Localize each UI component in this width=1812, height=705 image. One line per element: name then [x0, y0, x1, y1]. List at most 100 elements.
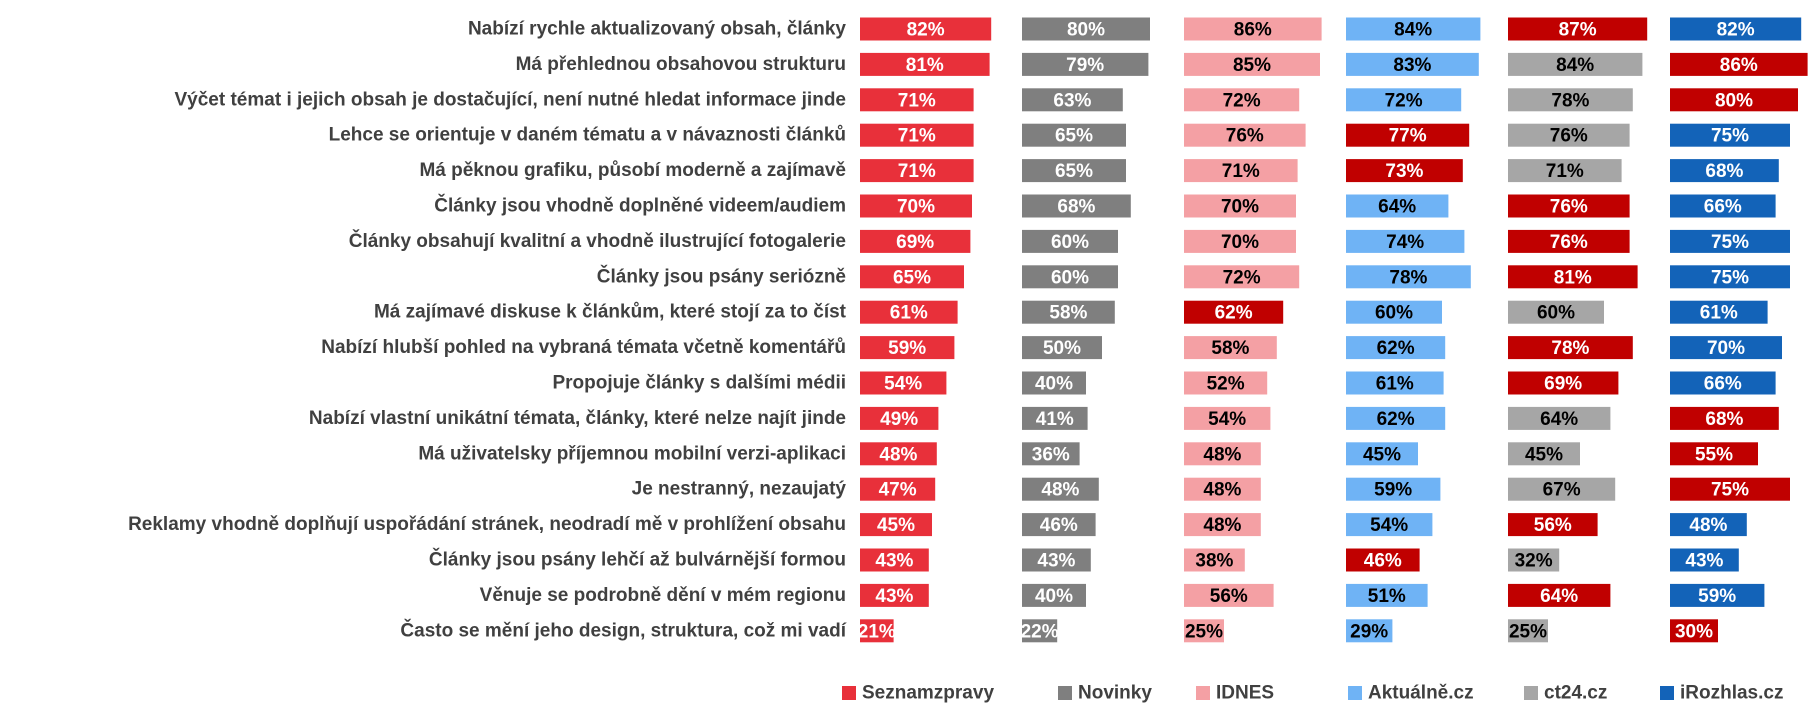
bar — [1670, 88, 1798, 112]
value-label: 75% — [1711, 480, 1749, 501]
bar — [1184, 123, 1306, 147]
bar — [860, 336, 955, 360]
value-label: 65% — [1055, 126, 1093, 147]
category-label: Má pěknou grafiku, působí moderně a zají… — [419, 160, 846, 181]
value-label: 75% — [1711, 232, 1749, 253]
category-label: Má uživatelsky příjemnou mobilní verzi-a… — [418, 443, 846, 464]
bar — [1184, 371, 1268, 395]
category-label: Má přehlednou obsahovou strukturu — [516, 54, 846, 75]
value-label: 54% — [1370, 515, 1408, 536]
bar — [1508, 513, 1598, 537]
value-label: 61% — [1376, 374, 1414, 395]
bar — [860, 477, 936, 501]
value-label: 86% — [1720, 55, 1758, 76]
legend-label: Novinky — [1078, 683, 1152, 704]
value-label: 58% — [1211, 338, 1249, 359]
bar — [860, 194, 972, 218]
value-label: 71% — [1546, 161, 1584, 182]
bar — [1670, 300, 1768, 324]
value-label: 56% — [1210, 586, 1248, 607]
value-label: 75% — [1711, 126, 1749, 147]
value-label: 68% — [1705, 161, 1743, 182]
legend-swatch — [1660, 686, 1674, 700]
bar — [860, 442, 937, 466]
bar — [1022, 88, 1123, 112]
value-label: 29% — [1350, 621, 1388, 642]
bar — [1508, 17, 1648, 41]
bar — [1022, 265, 1118, 289]
value-label: 78% — [1551, 90, 1589, 111]
bar — [1022, 442, 1080, 466]
bar — [1022, 406, 1088, 430]
bar — [860, 548, 929, 572]
bar — [1184, 336, 1277, 360]
category-label: Nabízí vlastní unikátní témata, články, … — [309, 408, 846, 429]
bar — [1346, 123, 1470, 147]
bar — [1670, 442, 1758, 466]
value-label: 47% — [879, 480, 917, 501]
bar — [1346, 548, 1420, 572]
category-label: Má zajímavé diskuse k článkům, které sto… — [374, 302, 847, 323]
bar — [1670, 265, 1790, 289]
bar — [1670, 406, 1779, 430]
bar — [1184, 548, 1245, 572]
value-label: 40% — [1035, 586, 1073, 607]
value-label: 49% — [880, 409, 918, 430]
bar — [860, 17, 992, 41]
value-label: 61% — [890, 303, 928, 324]
value-label: 78% — [1551, 338, 1589, 359]
value-label: 60% — [1051, 232, 1089, 253]
bar — [1346, 17, 1481, 41]
value-label: 48% — [1041, 480, 1079, 501]
bar — [1508, 548, 1560, 572]
bar — [1022, 159, 1126, 183]
value-label: 45% — [1525, 444, 1563, 465]
value-label: 48% — [1203, 515, 1241, 536]
value-label: 43% — [875, 586, 913, 607]
value-label: 70% — [897, 197, 935, 218]
bar — [1508, 88, 1633, 112]
bar — [1022, 123, 1126, 147]
bar — [1184, 619, 1224, 643]
legend-label: ct24.cz — [1544, 683, 1607, 704]
value-label: 59% — [888, 338, 926, 359]
value-label: 60% — [1375, 303, 1413, 324]
bar — [1022, 548, 1091, 572]
value-label: 54% — [1208, 409, 1246, 430]
bar — [1022, 194, 1131, 218]
bar — [1508, 52, 1643, 76]
category-label: Nabízí hlubší pohled na vybraná témata v… — [321, 337, 846, 358]
category-label: Lehce se orientuje v daném tématu a v ná… — [329, 125, 846, 146]
category-label: Často se mění jeho design, struktura, co… — [400, 619, 846, 641]
bar — [1184, 159, 1298, 183]
value-label: 48% — [1203, 444, 1241, 465]
bar — [860, 406, 939, 430]
value-label: 62% — [1377, 409, 1415, 430]
bar — [1508, 371, 1619, 395]
bar — [1184, 265, 1300, 289]
bar — [860, 88, 974, 112]
bar — [1346, 52, 1479, 76]
value-label: 25% — [1185, 621, 1223, 642]
value-label: 52% — [1207, 374, 1245, 395]
bar — [860, 300, 958, 324]
value-label: 72% — [1385, 90, 1423, 111]
value-label: 64% — [1540, 586, 1578, 607]
value-label: 36% — [1032, 444, 1070, 465]
value-label: 50% — [1043, 338, 1081, 359]
value-label: 76% — [1550, 126, 1588, 147]
bar — [1184, 52, 1320, 76]
bar — [860, 371, 947, 395]
bar — [1670, 194, 1776, 218]
value-label: 69% — [1544, 374, 1582, 395]
bar — [1022, 17, 1150, 41]
value-label: 76% — [1226, 126, 1264, 147]
bar — [1346, 194, 1449, 218]
value-label: 72% — [1223, 90, 1261, 111]
value-label: 54% — [884, 374, 922, 395]
bar — [860, 619, 894, 643]
bar — [1346, 477, 1441, 501]
bar — [1184, 300, 1284, 324]
value-label: 32% — [1515, 551, 1553, 572]
category-label: Věnuje se podrobně dění v mém regionu — [480, 585, 846, 606]
